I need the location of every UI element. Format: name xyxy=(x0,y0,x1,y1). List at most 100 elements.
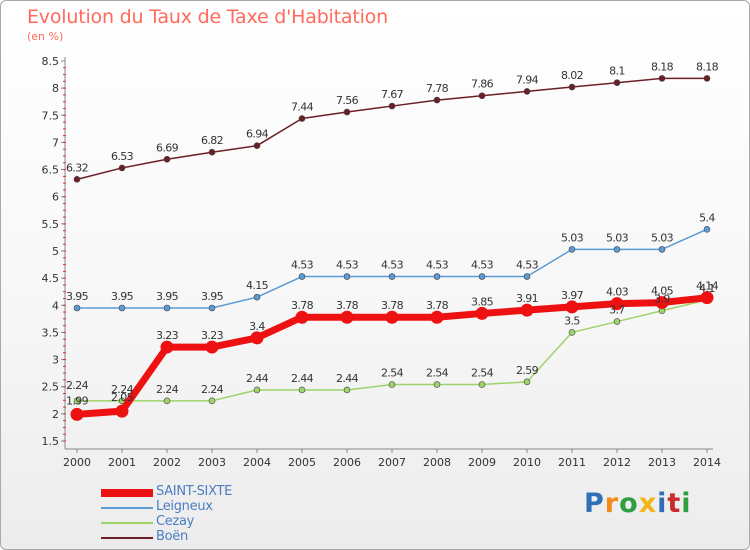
data-point-cezay xyxy=(73,397,81,405)
legend-label: Cezay xyxy=(156,514,195,529)
data-point-bo-n xyxy=(208,148,216,156)
data-label-bo-n: 7.56 xyxy=(336,94,359,107)
data-point-leigneux xyxy=(523,273,531,280)
x-tick-label: 2009 xyxy=(468,456,496,469)
data-label-cezay: 2.44 xyxy=(291,372,314,385)
data-point-saint-sixte xyxy=(475,306,489,320)
data-label-saint-sixte: 3.78 xyxy=(336,299,359,312)
y-tick-label: 6 xyxy=(52,191,59,204)
x-tick-label: 2003 xyxy=(198,456,226,469)
data-point-leigneux xyxy=(388,273,396,280)
legend-label: SAINT-SIXTE xyxy=(156,484,233,499)
y-tick-label: 1.5 xyxy=(42,435,60,448)
data-point-saint-sixte xyxy=(565,300,579,314)
data-label-cezay: 2.54 xyxy=(426,367,449,380)
data-label-leigneux: 3.95 xyxy=(156,290,179,303)
data-point-cezay xyxy=(478,381,486,388)
x-tick-label: 2011 xyxy=(558,456,586,469)
data-label-leigneux: 5.03 xyxy=(651,231,674,244)
data-label-cezay: 2.24 xyxy=(111,383,134,396)
data-point-saint-sixte xyxy=(655,296,669,310)
legend-swatch xyxy=(101,507,153,509)
legend-swatch xyxy=(101,537,153,539)
data-point-cezay xyxy=(163,397,171,405)
data-label-cezay: 4.1 xyxy=(699,282,715,295)
data-label-leigneux: 5.4 xyxy=(699,211,715,224)
chart-title: Evolution du Taux de Taxe d'Habitation xyxy=(27,6,388,28)
x-tick-label: 2004 xyxy=(243,456,271,469)
data-point-saint-sixte xyxy=(520,303,534,317)
data-label-saint-sixte: 3.78 xyxy=(291,299,314,312)
data-point-bo-n xyxy=(523,88,531,95)
chart-unit-label: (en %) xyxy=(27,30,64,43)
y-tick-label: 3.5 xyxy=(42,326,60,339)
data-point-cezay xyxy=(568,329,576,336)
data-point-saint-sixte xyxy=(295,310,309,324)
y-tick-label: 7 xyxy=(52,136,59,149)
data-label-leigneux: 4.15 xyxy=(246,279,269,292)
y-tick-label: 2.5 xyxy=(42,381,60,394)
data-label-saint-sixte: 3.4 xyxy=(249,320,265,333)
data-point-leigneux xyxy=(298,273,306,280)
x-tick-label: 2001 xyxy=(108,456,136,469)
data-label-leigneux: 4.53 xyxy=(381,259,404,272)
data-label-cezay: 2.44 xyxy=(246,372,269,385)
data-label-saint-sixte: 3.85 xyxy=(471,295,494,308)
data-point-saint-sixte xyxy=(205,340,219,354)
data-point-bo-n xyxy=(163,155,171,163)
data-label-bo-n: 6.32 xyxy=(66,161,88,174)
data-point-saint-sixte xyxy=(385,310,399,324)
y-tick-label: 4 xyxy=(52,299,59,312)
data-label-saint-sixte: 2.05 xyxy=(111,391,134,404)
data-label-cezay: 3.9 xyxy=(654,293,670,306)
data-label-saint-sixte: 3.91 xyxy=(516,292,538,305)
data-point-saint-sixte xyxy=(430,310,444,324)
y-tick-label: 3 xyxy=(52,354,59,367)
data-point-cezay xyxy=(343,386,351,394)
data-point-cezay xyxy=(433,381,441,388)
data-point-leigneux xyxy=(118,304,126,312)
data-label-cezay: 2.44 xyxy=(336,372,359,385)
data-point-saint-sixte xyxy=(610,297,624,311)
data-point-cezay xyxy=(388,381,396,388)
data-point-leigneux xyxy=(613,246,621,253)
x-tick-label: 2013 xyxy=(648,456,676,469)
data-label-bo-n: 7.78 xyxy=(426,82,449,95)
y-tick-label: 2 xyxy=(52,408,59,421)
data-label-cezay: 2.24 xyxy=(66,379,89,392)
data-label-bo-n: 7.44 xyxy=(291,101,314,114)
data-point-leigneux xyxy=(658,246,666,253)
data-label-leigneux: 3.95 xyxy=(201,290,224,303)
x-tick-label: 2005 xyxy=(288,456,316,469)
data-point-bo-n xyxy=(478,92,486,100)
data-label-bo-n: 7.86 xyxy=(471,78,494,91)
data-label-bo-n: 8.18 xyxy=(651,60,674,73)
data-point-cezay xyxy=(613,318,621,325)
legend-label: Leigneux xyxy=(156,499,213,514)
y-tick-label: 8.5 xyxy=(42,55,60,68)
data-point-saint-sixte xyxy=(250,331,264,345)
y-tick-label: 5 xyxy=(52,245,59,258)
data-label-bo-n: 6.53 xyxy=(111,150,134,163)
data-point-bo-n xyxy=(703,75,711,82)
data-point-leigneux xyxy=(253,293,261,301)
data-point-bo-n xyxy=(343,108,351,116)
data-label-leigneux: 4.53 xyxy=(336,259,359,272)
data-point-bo-n xyxy=(73,176,81,183)
proxiti-logo: Proxiti xyxy=(584,488,692,519)
x-tick-label: 2007 xyxy=(378,456,406,469)
x-tick-label: 2014 xyxy=(693,456,721,469)
line-chart: 1.5 2 2.5 3 3.5 4 4.5 5 5.5 6 6.5 7 7.5 8 8.5 2000 2001 2… xyxy=(42,55,722,469)
data-label-bo-n: 6.94 xyxy=(246,128,269,141)
y-tick-label: 5.5 xyxy=(42,218,60,231)
data-label-saint-sixte: 4.05 xyxy=(651,285,674,298)
data-point-leigneux xyxy=(433,273,441,280)
data-point-bo-n xyxy=(658,75,666,82)
data-label-bo-n: 7.67 xyxy=(381,88,404,101)
data-label-bo-n: 8.1 xyxy=(609,65,625,78)
data-point-bo-n xyxy=(388,102,396,110)
data-label-saint-sixte: 3.23 xyxy=(201,329,224,342)
data-label-cezay: 2.24 xyxy=(156,383,179,396)
y-tick-label: 8 xyxy=(52,82,59,95)
legend-label: Boën xyxy=(156,529,188,544)
